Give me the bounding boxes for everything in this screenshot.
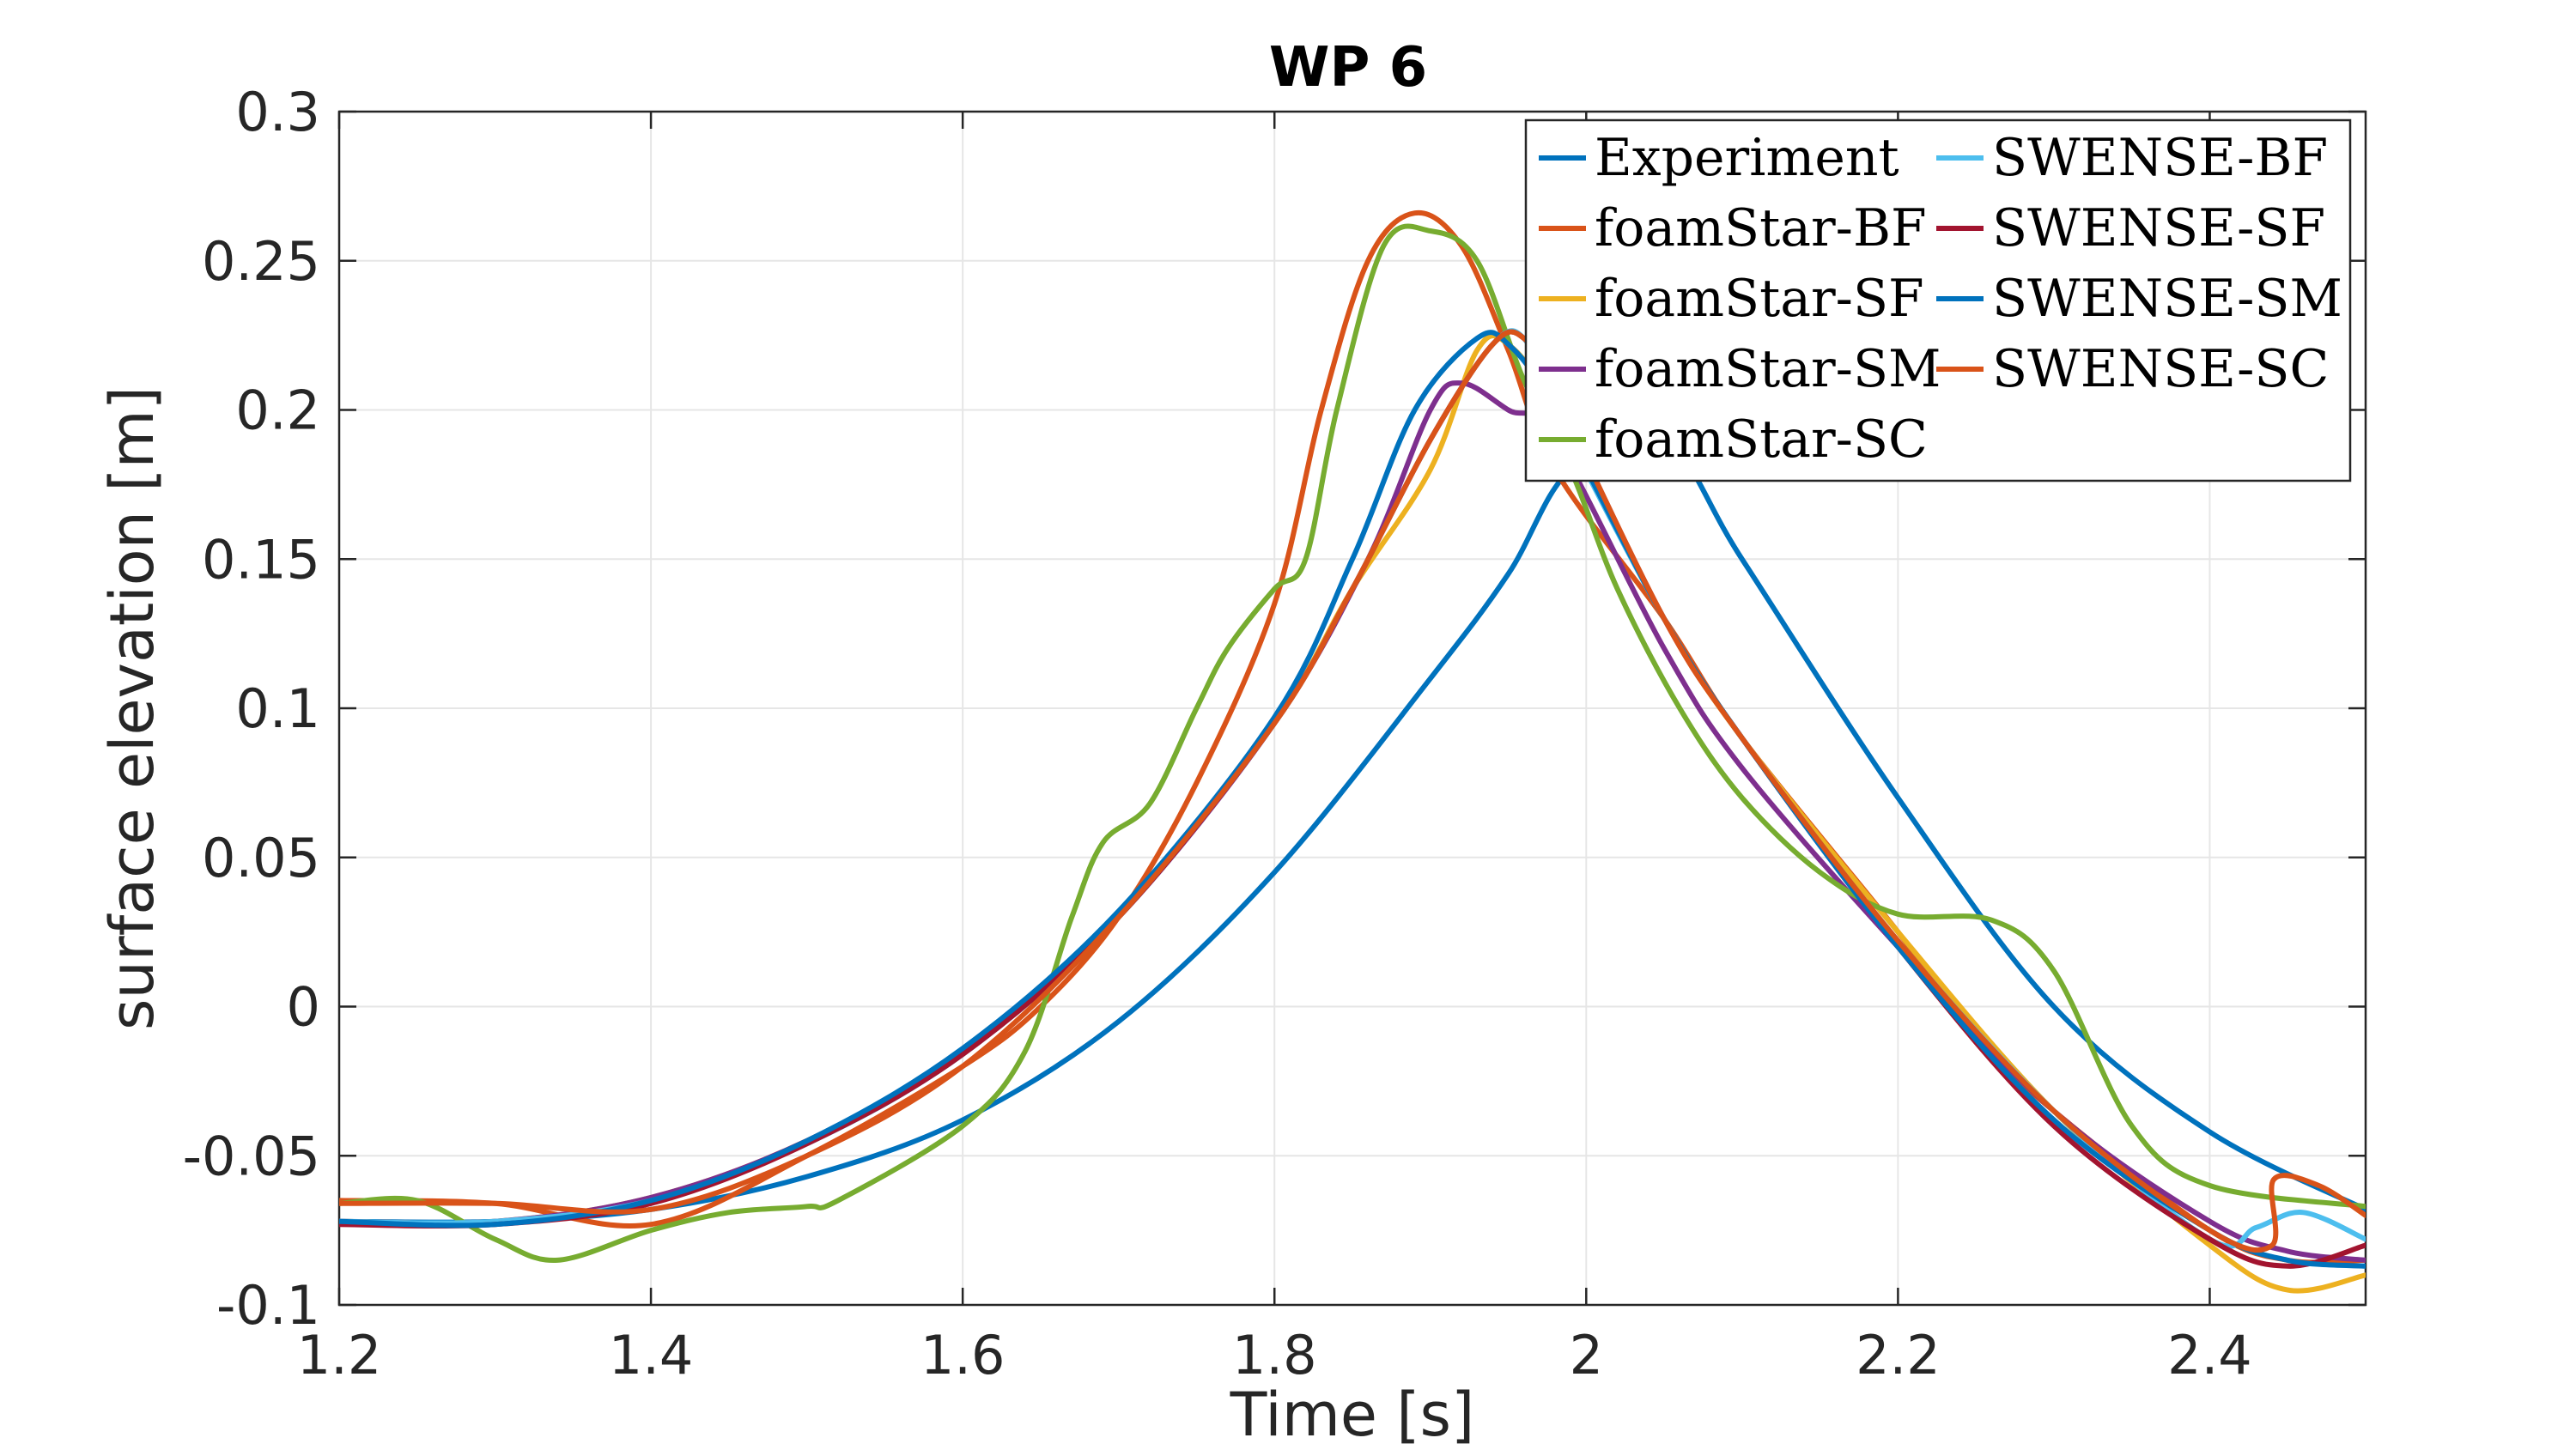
y-tick-label: 0.2 (235, 379, 320, 442)
x-axis-label: Time [s] (1230, 1380, 1475, 1450)
legend: Experiment foamStar-BF foamStar-SF foamStar… (1524, 118, 2352, 482)
legend-label: SWENSE-SC (1992, 339, 2329, 399)
chart-title: WP 6 (1269, 36, 1427, 100)
legend-label: Experiment (1595, 128, 1899, 188)
legend-entries: Experiment foamStar-BF foamStar-SF foamStar… (1539, 128, 2342, 470)
x-tick-label: 2 (1570, 1324, 1603, 1386)
x-tick-label: 1.4 (609, 1324, 694, 1386)
y-axis-label: surface elevation [m] (97, 386, 167, 1030)
x-tick-labels: 1.2 1.4 1.6 1.8 2 2.2 2.4 (297, 1324, 2252, 1386)
x-tick-label: 1.6 (920, 1324, 1005, 1386)
legend-label: SWENSE-SF (1992, 198, 2325, 258)
legend-label: foamStar-SM (1595, 339, 1941, 399)
y-tick-label: 0 (287, 976, 320, 1039)
x-tick-label: 2.4 (2167, 1324, 2252, 1386)
x-tick-label: 1.2 (297, 1324, 382, 1386)
legend-label: foamStar-BF (1595, 198, 1927, 258)
axis-ticks (337, 110, 2366, 1307)
series-lines (339, 209, 2366, 1294)
legend-label: foamStar-SF (1595, 269, 1924, 329)
y-tick-label: 0.05 (202, 827, 320, 889)
y-tick-label: -0.05 (183, 1125, 320, 1187)
x-tick-label: 2.2 (1856, 1324, 1941, 1386)
y-tick-label: 0.3 (235, 81, 320, 143)
x-tick-label: 1.8 (1232, 1324, 1317, 1386)
y-tick-label: 0.25 (202, 230, 320, 293)
series-line-experiment (339, 432, 2366, 1225)
legend-label: SWENSE-BF (1992, 128, 2328, 188)
y-tick-label: 0.15 (202, 528, 320, 591)
series-line-swense-sm (339, 330, 2366, 1269)
y-tick-label: 0.1 (235, 677, 320, 740)
series-line-swense-sc (339, 329, 2366, 1253)
legend-label: foamStar-SC (1595, 410, 1928, 470)
y-tick-label: -0.1 (216, 1274, 320, 1337)
series-line-foamstar-sc (339, 223, 2366, 1263)
legend-label: SWENSE-SM (1992, 269, 2342, 329)
y-tick-labels: -0.1 -0.05 0 0.05 0.1 0.15 0.2 0.25 0.3 (183, 81, 320, 1337)
